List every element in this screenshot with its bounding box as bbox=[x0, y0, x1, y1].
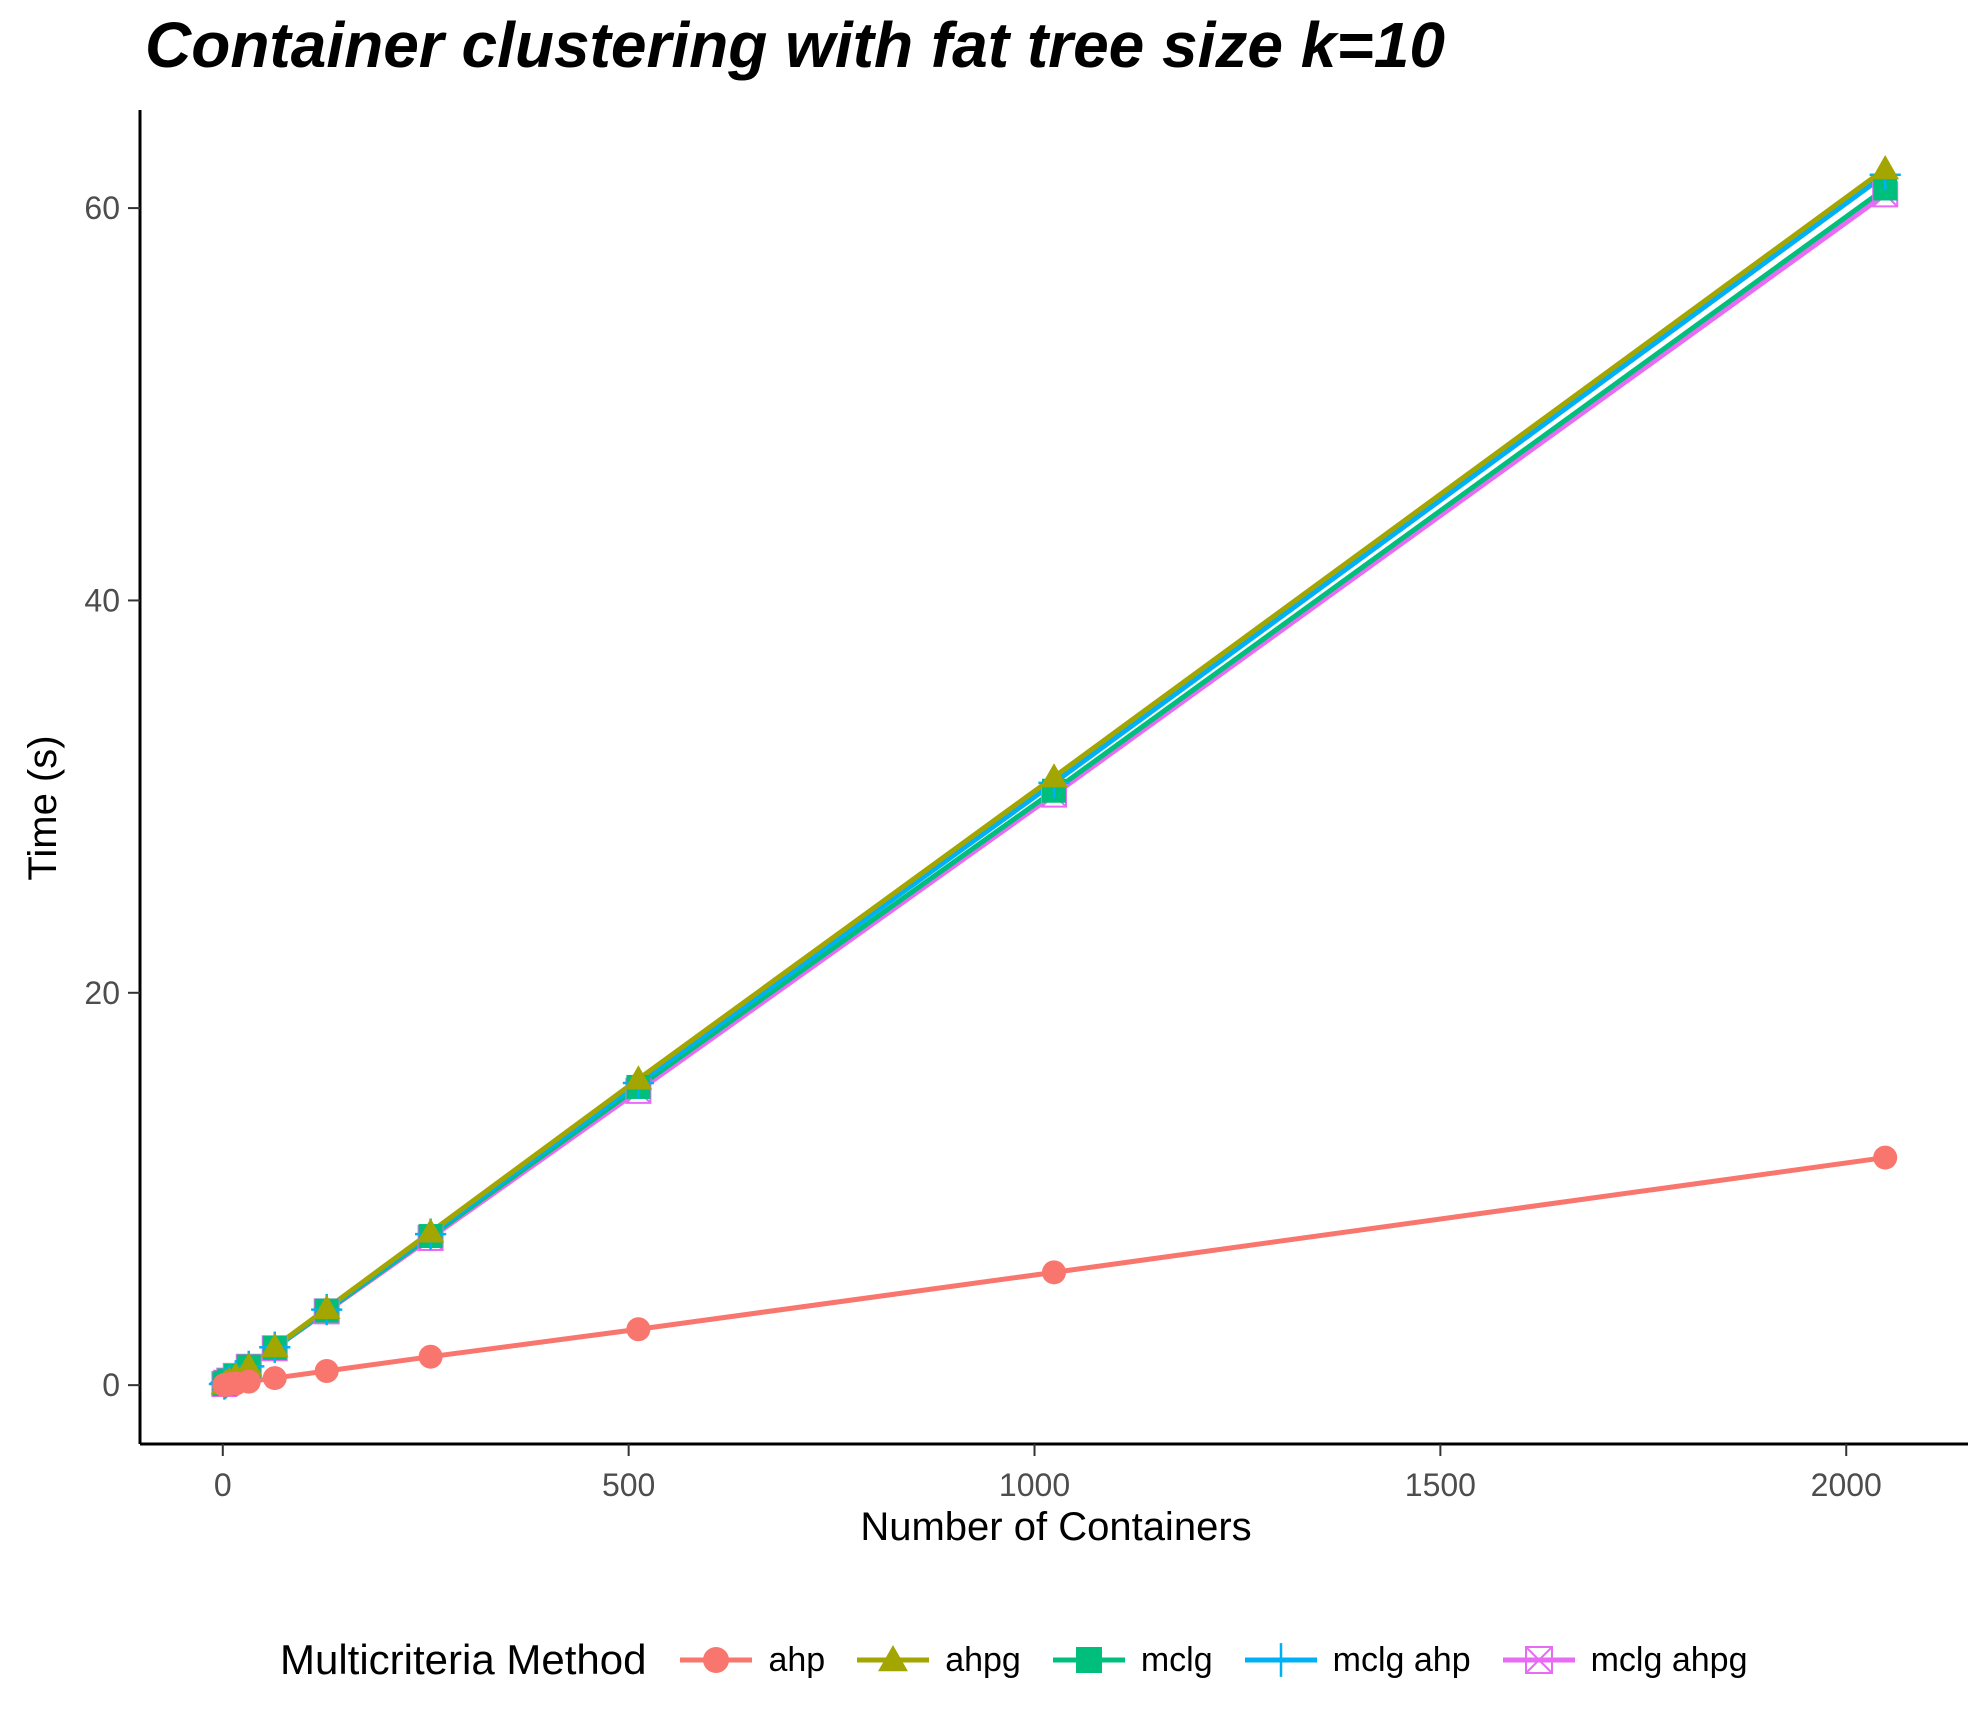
legend-label: ahpg bbox=[945, 1640, 1021, 1679]
legend: Multicriteria Method ahp ahpg mclg mclg ahp… bbox=[280, 1630, 1773, 1690]
data-point-ahpg bbox=[260, 1333, 289, 1358]
legend-items: ahp ahpg mclg mclg ahp mclg ahpg bbox=[674, 1630, 1773, 1690]
x-tick-label: 0 bbox=[214, 1467, 232, 1503]
legend-item-ahp: ahp bbox=[674, 1630, 825, 1690]
x-tick-label: 1500 bbox=[1405, 1467, 1476, 1503]
data-point-ahp bbox=[262, 1366, 287, 1391]
data-point-ahpg bbox=[1040, 763, 1068, 788]
x-tick-label: 1000 bbox=[999, 1467, 1070, 1503]
y-tick-label: 60 bbox=[84, 190, 120, 226]
legend-label: ahp bbox=[768, 1640, 826, 1679]
legend-key-marker bbox=[878, 1645, 909, 1672]
x-axis-label: Number of Containers bbox=[860, 1505, 1251, 1549]
chart-title: Container clustering with fat tree size … bbox=[145, 9, 1445, 81]
x-tick-label: 500 bbox=[602, 1467, 655, 1503]
data-point-ahpg bbox=[1871, 155, 1900, 180]
series-markers-ahp bbox=[212, 1145, 1898, 1397]
y-tick-label: 40 bbox=[84, 582, 120, 618]
data-point-ahpg bbox=[312, 1294, 341, 1319]
data-point-ahp bbox=[1042, 1260, 1066, 1285]
data-point-ahp bbox=[1873, 1145, 1898, 1170]
legend-key-ahpg bbox=[857, 1645, 930, 1672]
data-point-ahpg bbox=[234, 1352, 263, 1377]
y-tick-label: 20 bbox=[84, 975, 120, 1011]
legend-key-marker bbox=[1524, 1646, 1553, 1674]
legend-item-ahpg: ahpg bbox=[851, 1630, 1021, 1690]
legend-key-mclg-ahp bbox=[1244, 1643, 1317, 1677]
legend-key-marker bbox=[1075, 1647, 1102, 1673]
data-point-ahp bbox=[314, 1359, 339, 1384]
series-points bbox=[208, 155, 1901, 1400]
legend-item-mclg-ahp: mclg ahp bbox=[1239, 1630, 1471, 1690]
data-point-ahpg bbox=[624, 1065, 653, 1090]
x-tick-label: 2000 bbox=[1811, 1467, 1882, 1503]
legend-label: mclg ahp bbox=[1332, 1640, 1471, 1679]
legend-key-marker bbox=[1263, 1643, 1298, 1677]
axes: 0 500 1000 1500 2000 0 20 40 60 bbox=[84, 110, 1968, 1503]
legend-item-mclg-ahpg: mclg ahpg bbox=[1497, 1630, 1748, 1690]
data-point-ahp bbox=[418, 1344, 443, 1369]
y-tick-label: 0 bbox=[102, 1367, 120, 1403]
legend-key-marker bbox=[703, 1647, 730, 1673]
legend-item-mclg: mclg bbox=[1047, 1630, 1213, 1690]
legend-title: Multicriteria Method bbox=[280, 1636, 647, 1683]
data-point-ahpg bbox=[416, 1218, 445, 1243]
legend-key-mclg bbox=[1052, 1647, 1125, 1673]
data-point-ahp bbox=[626, 1317, 651, 1342]
y-axis-label: Time (s) bbox=[21, 735, 65, 880]
legend-label: mclg ahpg bbox=[1590, 1640, 1748, 1679]
legend-label: mclg bbox=[1140, 1640, 1213, 1679]
legend-key-mclg-ahpg bbox=[1502, 1646, 1575, 1674]
data-point-ahp bbox=[236, 1369, 261, 1394]
legend-key-ahp bbox=[680, 1647, 753, 1673]
